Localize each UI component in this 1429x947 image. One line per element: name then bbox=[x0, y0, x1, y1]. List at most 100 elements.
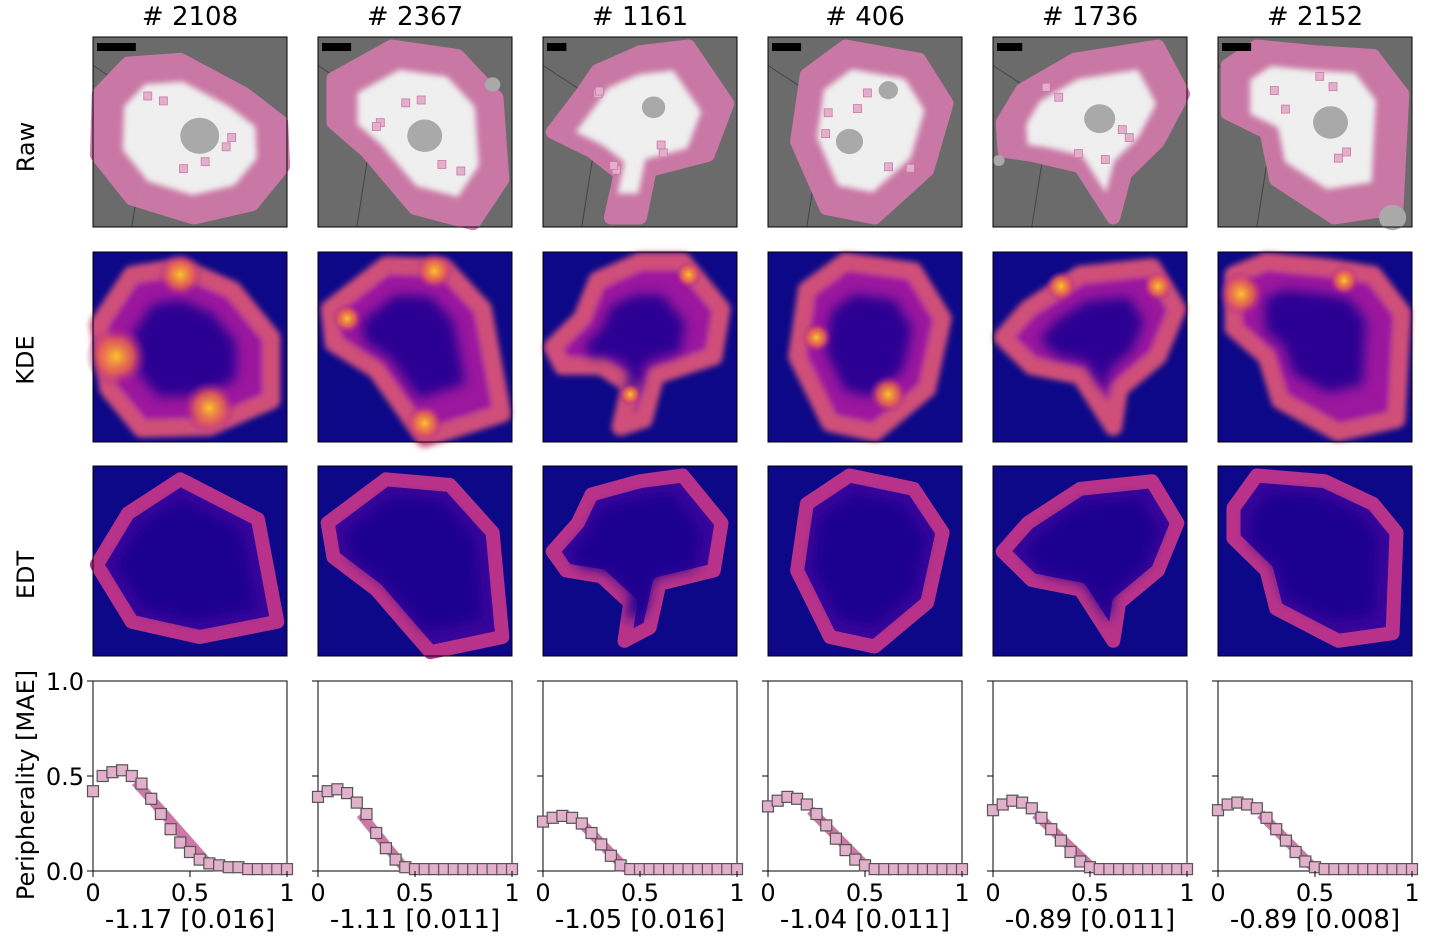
raw-panel bbox=[767, 36, 963, 228]
data-point bbox=[1279, 834, 1293, 847]
data-point bbox=[86, 785, 100, 798]
data-point bbox=[1035, 811, 1048, 824]
x-tick-label: 0.5 bbox=[1296, 879, 1334, 907]
x-tick-label: 0 bbox=[1210, 879, 1225, 907]
kde-hotspot bbox=[1045, 270, 1077, 302]
edt-panel bbox=[317, 465, 513, 660]
x-tick-label: 1 bbox=[1404, 879, 1419, 907]
edt-panel bbox=[89, 465, 288, 657]
data-point bbox=[341, 786, 354, 800]
raw-panel bbox=[317, 36, 513, 231]
y-tick-label: 0.5 bbox=[46, 763, 84, 791]
data-point bbox=[595, 838, 608, 851]
kde-panel bbox=[992, 251, 1188, 443]
x-tick-label: 0.5 bbox=[846, 879, 884, 907]
data-point bbox=[145, 792, 158, 805]
data-point bbox=[575, 817, 588, 830]
x-tick-label: 1 bbox=[1179, 879, 1194, 907]
x-tick-label: 1 bbox=[504, 879, 519, 907]
kde-hotspot bbox=[674, 261, 703, 289]
kde-hotspot bbox=[405, 403, 445, 443]
data-point bbox=[604, 849, 618, 862]
scale-bar bbox=[97, 43, 136, 51]
peripherality-plot: 0 0.5 1 bbox=[985, 680, 1195, 907]
peripherality-plot: 0 0.5 1 bbox=[760, 680, 970, 907]
data-point bbox=[1289, 845, 1302, 859]
data-point bbox=[1260, 811, 1273, 824]
column-summary: -0.89 [0.011] bbox=[1004, 905, 1176, 935]
peripherality-plot: 0 0.5 1 bbox=[535, 680, 745, 907]
data-point bbox=[1025, 802, 1038, 815]
kde-hotspot bbox=[800, 321, 833, 354]
x-tick-label: 0.5 bbox=[621, 879, 659, 907]
kde-hotspot bbox=[868, 375, 908, 414]
nucleus-blob bbox=[484, 77, 501, 92]
data-point bbox=[350, 796, 363, 809]
data-point bbox=[183, 845, 197, 859]
nucleus-blob bbox=[993, 155, 1005, 166]
kde-panel bbox=[767, 251, 963, 443]
data-point bbox=[135, 777, 148, 790]
data-point bbox=[829, 832, 843, 845]
edt-panel bbox=[542, 465, 738, 657]
edt-panel bbox=[1217, 465, 1413, 657]
edt-panel bbox=[992, 465, 1188, 657]
column-summary: -0.89 [0.008] bbox=[1229, 905, 1401, 935]
column-title: # 2152 bbox=[1266, 2, 1364, 32]
column-title: # 1736 bbox=[1041, 2, 1139, 32]
data-point bbox=[839, 843, 852, 857]
nucleus-blob bbox=[878, 81, 898, 100]
kde-hotspot bbox=[415, 251, 454, 291]
x-tick-label: 0 bbox=[85, 879, 100, 907]
data-point bbox=[360, 807, 373, 821]
kde-hotspot bbox=[182, 380, 237, 435]
kde-hotspot bbox=[85, 325, 148, 388]
column-title: # 2367 bbox=[366, 2, 464, 32]
edt-panel bbox=[767, 465, 963, 657]
peripherality-plot: 0 0.5 1 bbox=[310, 680, 520, 907]
data-point bbox=[820, 819, 833, 832]
kde-hotspot bbox=[618, 382, 642, 407]
kde-panel bbox=[542, 251, 738, 443]
data-point bbox=[800, 798, 813, 811]
kde-hotspot bbox=[157, 251, 204, 299]
scale-bar bbox=[997, 43, 1023, 51]
x-tick-label: 0 bbox=[760, 879, 775, 907]
data-point bbox=[379, 842, 392, 855]
column-summary: -1.05 [0.016] bbox=[554, 905, 726, 935]
data-point bbox=[174, 836, 187, 849]
x-tick-label: 1 bbox=[279, 879, 294, 907]
column-summary: -1.04 [0.011] bbox=[779, 905, 951, 935]
nucleus-blob bbox=[1313, 106, 1348, 139]
nucleus-blob bbox=[641, 96, 666, 119]
data-point bbox=[370, 826, 383, 840]
column-title: # 406 bbox=[825, 2, 905, 32]
x-tick-label: 0.5 bbox=[396, 879, 434, 907]
y-tick-label: 1.0 bbox=[46, 668, 84, 696]
x-tick-label: 0.5 bbox=[1071, 879, 1109, 907]
nucleus-blob bbox=[1084, 104, 1116, 134]
data-point bbox=[810, 807, 823, 821]
column-summary: -1.17 [0.016] bbox=[104, 905, 276, 935]
raw-panel bbox=[89, 36, 291, 228]
kde-hotspot bbox=[1218, 270, 1265, 318]
column-title: # 2108 bbox=[141, 2, 239, 32]
scale-bar bbox=[1222, 43, 1252, 51]
raw-panel bbox=[992, 36, 1191, 228]
nucleus-blob bbox=[1379, 204, 1407, 231]
nucleus-blob bbox=[407, 119, 443, 153]
kde-hotspot bbox=[1142, 270, 1174, 302]
nucleus-blob bbox=[835, 128, 864, 155]
data-point bbox=[1250, 802, 1263, 815]
raw-panel bbox=[1217, 36, 1413, 231]
scale-bar bbox=[322, 43, 352, 51]
data-point bbox=[125, 769, 138, 783]
x-tick-label: 1 bbox=[729, 879, 744, 907]
x-tick-label: 1 bbox=[954, 879, 969, 907]
peripherality-plot: 0 0.5 1 bbox=[1210, 680, 1420, 907]
data-point bbox=[1064, 845, 1077, 859]
data-point bbox=[585, 826, 598, 840]
data-point bbox=[1054, 834, 1068, 847]
data-point bbox=[1270, 823, 1283, 836]
x-tick-label: 0 bbox=[310, 879, 325, 907]
